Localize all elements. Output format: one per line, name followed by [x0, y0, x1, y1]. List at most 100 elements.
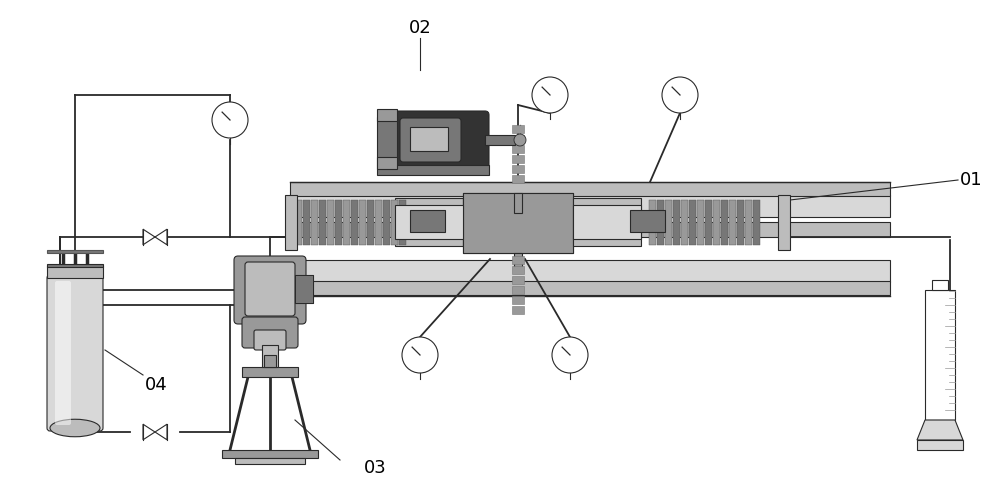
Bar	[512, 286, 524, 294]
Bar	[222, 450, 318, 458]
Bar	[383, 200, 390, 245]
Circle shape	[212, 102, 248, 138]
Polygon shape	[143, 229, 155, 245]
Bar	[512, 256, 524, 264]
FancyBboxPatch shape	[400, 118, 461, 162]
Bar	[290, 222, 890, 237]
Bar	[512, 175, 524, 183]
FancyBboxPatch shape	[254, 330, 286, 350]
FancyBboxPatch shape	[245, 262, 295, 316]
Polygon shape	[155, 424, 167, 440]
Bar	[395, 205, 463, 239]
Bar	[327, 200, 334, 245]
Bar	[410, 210, 445, 232]
Polygon shape	[917, 420, 963, 440]
Bar	[512, 276, 524, 284]
Bar	[463, 193, 573, 253]
Bar	[290, 182, 890, 196]
Text: 04: 04	[145, 376, 168, 394]
Bar	[351, 200, 358, 245]
Bar	[681, 200, 688, 245]
Bar	[512, 155, 524, 163]
Bar	[262, 345, 278, 367]
Text: 01: 01	[960, 171, 983, 189]
Bar	[673, 200, 680, 245]
Bar	[335, 200, 342, 245]
FancyBboxPatch shape	[391, 111, 489, 171]
Polygon shape	[143, 424, 155, 440]
Bar	[737, 200, 744, 245]
Circle shape	[514, 134, 526, 146]
Bar	[778, 195, 790, 250]
Bar	[47, 264, 103, 267]
FancyBboxPatch shape	[242, 317, 298, 348]
Bar	[512, 125, 524, 133]
Bar	[285, 195, 297, 250]
Bar	[377, 157, 397, 169]
Bar	[235, 458, 305, 464]
Bar	[377, 117, 397, 165]
Bar	[705, 200, 712, 245]
Bar	[375, 200, 382, 245]
Bar	[512, 145, 524, 153]
Bar	[295, 275, 313, 303]
Bar	[343, 200, 350, 245]
Bar	[657, 200, 664, 245]
Bar	[47, 266, 103, 278]
Bar	[395, 198, 463, 246]
Bar	[391, 200, 398, 245]
Bar	[917, 440, 963, 450]
Bar	[514, 193, 522, 213]
Bar	[463, 193, 573, 253]
Bar	[377, 165, 489, 175]
Bar	[359, 200, 366, 245]
Bar	[721, 200, 728, 245]
Bar	[512, 165, 524, 173]
Bar	[745, 200, 752, 245]
Circle shape	[552, 337, 588, 373]
Bar	[697, 200, 704, 245]
Bar	[514, 253, 522, 273]
Text: 02: 02	[409, 19, 431, 37]
Polygon shape	[155, 229, 167, 245]
Bar	[367, 200, 374, 245]
Bar	[932, 280, 948, 290]
FancyBboxPatch shape	[47, 275, 103, 431]
Bar	[242, 367, 298, 377]
Bar	[573, 205, 641, 239]
Bar	[925, 290, 955, 420]
Bar	[290, 195, 890, 217]
Circle shape	[662, 77, 698, 113]
Bar	[630, 210, 665, 232]
Bar	[290, 260, 890, 282]
FancyBboxPatch shape	[55, 281, 71, 425]
Circle shape	[532, 77, 568, 113]
Bar	[713, 200, 720, 245]
Bar	[649, 200, 656, 245]
Bar	[295, 200, 302, 245]
Bar	[512, 306, 524, 314]
Bar	[47, 250, 103, 253]
Bar	[753, 200, 760, 245]
FancyBboxPatch shape	[234, 256, 306, 324]
Bar	[729, 200, 736, 245]
Bar	[410, 127, 448, 151]
Bar	[512, 266, 524, 274]
Bar	[485, 135, 515, 145]
Bar	[303, 200, 310, 245]
Bar	[512, 296, 524, 304]
Bar	[295, 275, 313, 303]
Text: 03: 03	[364, 459, 386, 477]
Bar	[377, 109, 397, 121]
Ellipse shape	[50, 419, 100, 437]
Bar	[319, 200, 326, 245]
Bar	[665, 200, 672, 245]
Bar	[399, 200, 406, 245]
Bar	[311, 200, 318, 245]
Bar	[573, 198, 641, 246]
Circle shape	[402, 337, 438, 373]
Bar	[290, 281, 890, 295]
Bar	[512, 135, 524, 143]
Bar	[689, 200, 696, 245]
Bar	[264, 355, 276, 367]
